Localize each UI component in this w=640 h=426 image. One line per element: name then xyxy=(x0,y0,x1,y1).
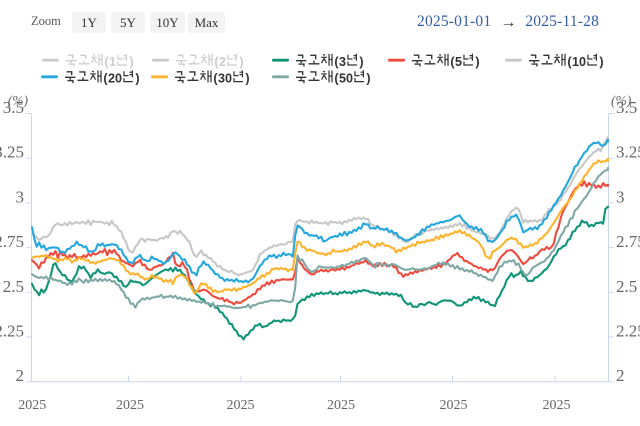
svg-text:2: 2 xyxy=(219,55,226,69)
svg-text:2025: 2025 xyxy=(440,398,468,413)
svg-text:2025: 2025 xyxy=(327,398,355,413)
svg-text:3.25: 3.25 xyxy=(616,143,640,162)
svg-text:(: ( xyxy=(214,55,219,69)
svg-text:): ) xyxy=(475,55,479,69)
svg-text:3: 3 xyxy=(616,187,625,206)
svg-text:(: ( xyxy=(567,55,572,69)
svg-text:(: ( xyxy=(334,55,339,69)
svg-text:2.25: 2.25 xyxy=(0,322,24,341)
svg-text:30: 30 xyxy=(218,72,232,86)
svg-text:3.5: 3.5 xyxy=(3,98,24,117)
svg-text:): ) xyxy=(239,55,243,69)
svg-text:2: 2 xyxy=(616,366,625,385)
svg-text:(%): (%) xyxy=(611,93,632,108)
svg-text:(: ( xyxy=(334,72,339,86)
svg-text:2.25: 2.25 xyxy=(616,322,640,341)
svg-text:10: 10 xyxy=(572,55,586,69)
svg-text:(: ( xyxy=(213,72,218,86)
svg-text:2025: 2025 xyxy=(227,398,255,413)
svg-text:3.25: 3.25 xyxy=(0,143,24,162)
svg-text:3: 3 xyxy=(16,187,25,206)
svg-text:2025: 2025 xyxy=(543,398,571,413)
svg-text:(: ( xyxy=(104,55,109,69)
svg-text:2: 2 xyxy=(16,366,25,385)
svg-text:(%): (%) xyxy=(8,93,29,108)
svg-text:(: ( xyxy=(103,72,108,86)
svg-text:2.5: 2.5 xyxy=(3,277,24,296)
svg-text:1: 1 xyxy=(109,55,116,69)
svg-text:2025: 2025 xyxy=(18,398,46,413)
svg-text:3.5: 3.5 xyxy=(616,98,637,117)
svg-text:(: ( xyxy=(450,55,455,69)
svg-text:2.75: 2.75 xyxy=(616,232,640,251)
svg-text:50: 50 xyxy=(339,72,353,86)
svg-text:2025: 2025 xyxy=(116,398,144,413)
svg-text:20: 20 xyxy=(108,72,122,86)
svg-text:): ) xyxy=(245,72,249,86)
svg-text:): ) xyxy=(135,72,139,86)
svg-text:5: 5 xyxy=(455,55,462,69)
svg-text:2.75: 2.75 xyxy=(0,232,24,251)
svg-text:2.5: 2.5 xyxy=(616,277,637,296)
svg-text:): ) xyxy=(366,72,370,86)
svg-text:3: 3 xyxy=(339,55,346,69)
svg-text:): ) xyxy=(359,55,363,69)
svg-text:): ) xyxy=(599,55,603,69)
svg-text:): ) xyxy=(129,55,133,69)
